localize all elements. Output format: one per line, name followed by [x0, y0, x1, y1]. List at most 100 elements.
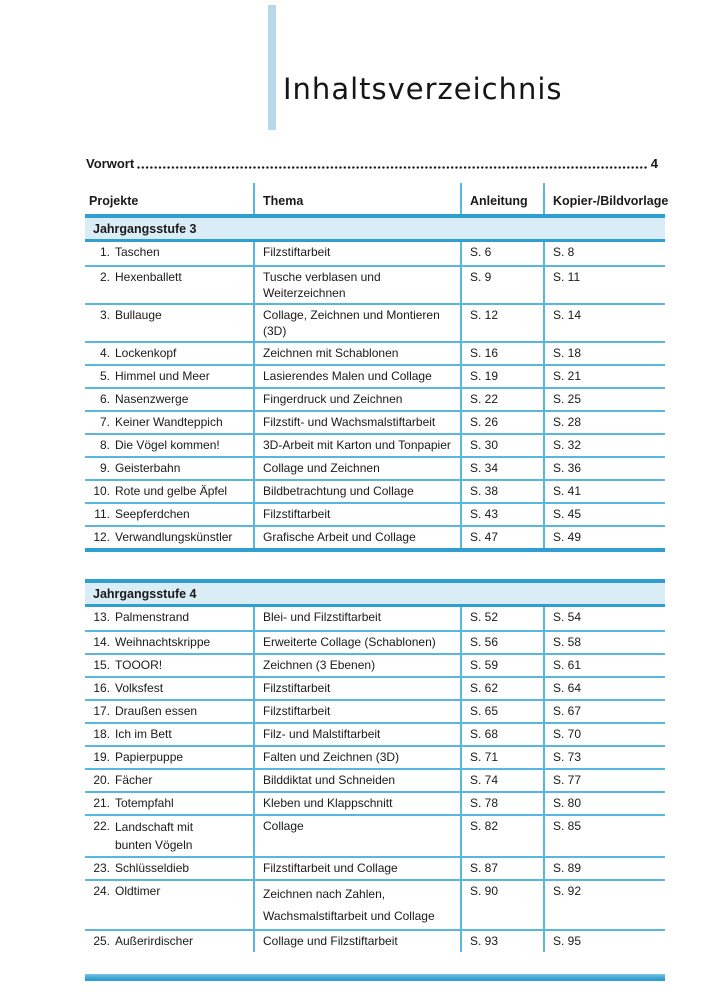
anleitung-page: S. 19 — [460, 366, 543, 388]
title-accent-bar — [268, 5, 276, 130]
project-number: 14. — [93, 635, 110, 650]
project-number: 21. — [93, 796, 110, 811]
anleitung-page: S. 34 — [460, 458, 543, 480]
preface-line: Vorwort 4 — [86, 151, 658, 171]
project-name: Die Vögel kommen! — [115, 438, 220, 453]
project-name: Draußen essen — [115, 704, 198, 719]
project-cell: 19. Papierpuppe — [85, 747, 253, 768]
vorlage-page: S. 41 — [543, 481, 665, 503]
vorlage-page: S. 32 — [543, 435, 665, 457]
project-cell: 5. Himmel und Meer — [85, 366, 253, 387]
project-number: 23. — [93, 861, 110, 876]
project-cell: 18. Ich im Bett — [85, 724, 253, 745]
anleitung-page: S. 30 — [460, 435, 543, 457]
table-row: 2. Hexenballett Tusche verblasen und Weite… — [85, 265, 665, 304]
project-name: Verwandlungskünstler — [115, 530, 233, 545]
thema-cell: Bilddiktat und Schneiden — [253, 770, 460, 792]
vorlage-page: S. 21 — [543, 366, 665, 388]
thema-cell: Erweiterte Collage (Schablonen) — [253, 632, 460, 654]
thema-cell: Filzstiftarbeit — [253, 504, 460, 526]
header-thema: Thema — [253, 183, 460, 214]
anleitung-page: S. 62 — [460, 678, 543, 700]
project-name: Ich im Bett — [115, 727, 172, 742]
project-cell: 10. Rote und gelbe Äpfel — [85, 481, 253, 502]
project-cell: 15. TOOOR! — [85, 655, 253, 676]
project-number: 20. — [93, 773, 110, 788]
thema-cell: Blei- und Filzstiftarbeit — [253, 607, 460, 631]
vorlage-page: S. 28 — [543, 412, 665, 434]
project-name: Bullauge — [115, 308, 162, 323]
toc-section: Jahrgangsstufe 4 13. Palmenstrand Blei- und… — [85, 579, 665, 953]
table-row: 10. Rote und gelbe Äpfel Bildbetrachtung u… — [85, 479, 665, 503]
project-number: 24. — [93, 884, 110, 899]
project-name: Oldtimer — [115, 884, 161, 899]
project-cell: 14. Weihnachtskrippe — [85, 632, 253, 653]
vorlage-page: S. 11 — [543, 267, 665, 304]
table-row: 11. Seepferdchen Filzstiftarbeit S. 43 S. 45 — [85, 502, 665, 526]
table-row: 3. Bullauge Collage, Zeichnen und Montiere… — [85, 303, 665, 342]
vorlage-page: S. 8 — [543, 242, 665, 265]
table-row: 4. Lockenkopf Zeichnen mit Schablonen S. 16… — [85, 341, 665, 365]
anleitung-page: S. 47 — [460, 527, 543, 549]
vorlage-page: S. 25 — [543, 389, 665, 411]
project-number: 3. — [99, 308, 110, 323]
thema-cell: Kleben und Klappschnitt — [253, 793, 460, 815]
project-cell: 11. Seepferdchen — [85, 504, 253, 525]
project-cell: 21. Totempfahl — [85, 793, 253, 814]
project-cell: 6. Nasenzwerge — [85, 389, 253, 410]
project-cell: 9. Geisterbahn — [85, 458, 253, 479]
project-number: 17. — [93, 704, 110, 719]
project-number: 1. — [99, 245, 110, 259]
table-row: 5. Himmel und Meer Lasierendes Malen und C… — [85, 364, 665, 388]
anleitung-page: S. 87 — [460, 858, 543, 880]
project-cell: 20. Fächer — [85, 770, 253, 791]
project-cell: 25. Außerirdischer — [85, 931, 253, 952]
project-number: 16. — [93, 681, 110, 696]
anleitung-page: S. 90 — [460, 881, 543, 930]
anleitung-page: S. 16 — [460, 343, 543, 365]
vorlage-page: S. 14 — [543, 305, 665, 342]
anleitung-page: S. 74 — [460, 770, 543, 792]
project-name: Nasenzwerge — [115, 392, 189, 407]
anleitung-page: S. 82 — [460, 816, 543, 857]
section-rows: 1. Taschen Filzstiftarbeit S. 6 S. 8 2. Hexenb… — [85, 242, 665, 553]
table-row: 25. Außerirdischer Collage und Filzstiftar… — [85, 929, 665, 953]
preface-page-number: 4 — [650, 156, 658, 171]
project-number: 11. — [94, 507, 110, 522]
project-cell: 13. Palmenstrand — [85, 607, 253, 630]
project-name: Palmenstrand — [115, 610, 190, 625]
thema-cell: Collage — [253, 816, 460, 857]
project-name: Himmel und Meer — [115, 369, 210, 384]
thema-cell: Tusche verblasen und Weiterzeichnen — [253, 267, 460, 304]
project-name: Lockenkopf — [115, 346, 177, 361]
project-name: Papierpuppe — [115, 750, 184, 765]
vorlage-page: S. 45 — [543, 504, 665, 526]
project-cell: 4. Lockenkopf — [85, 343, 253, 364]
project-name: Fächer — [115, 773, 153, 788]
vorlage-page: S. 89 — [543, 858, 665, 880]
vorlage-page: S. 70 — [543, 724, 665, 746]
project-cell: 2. Hexenballett — [85, 267, 253, 303]
table-row: 7. Keiner Wandteppich Filzstift- und Wachs… — [85, 410, 665, 434]
section-title: Jahrgangsstufe 4 — [85, 579, 665, 608]
project-name: Weihnachtskrippe — [115, 635, 211, 650]
header-vorlage: Kopier-/Bildvorlage — [543, 183, 668, 214]
table-row: 16. Volksfest Filzstiftarbeit S. 62 S. 64 — [85, 676, 665, 700]
vorlage-page: S. 58 — [543, 632, 665, 654]
project-cell: 1. Taschen — [85, 242, 253, 265]
project-number: 13. — [93, 610, 110, 625]
table-row: 19. Papierpuppe Falten und Zeichnen (3D) S.… — [85, 745, 665, 769]
vorlage-page: S. 85 — [543, 816, 665, 857]
thema-cell: Fingerdruck und Zeichnen — [253, 389, 460, 411]
project-cell: 12. Verwandlungskünstler — [85, 527, 253, 548]
toc-table: Projekte Thema Anleitung Kopier-/Bildvor… — [85, 183, 668, 953]
thema-cell: Filzstiftarbeit — [253, 678, 460, 700]
thema-cell: Zeichnen (3 Ebenen) — [253, 655, 460, 677]
thema-cell: Lasierendes Malen und Collage — [253, 366, 460, 388]
table-row: 24. Oldtimer Zeichnen nach Zahlen, Wachsma… — [85, 879, 665, 930]
header-projekte: Projekte — [89, 193, 139, 208]
anleitung-page: S. 38 — [460, 481, 543, 503]
table-row: 1. Taschen Filzstiftarbeit S. 6 S. 8 — [85, 242, 665, 265]
thema-cell: Filzstift- und Wachsmalstiftarbeit — [253, 412, 460, 434]
